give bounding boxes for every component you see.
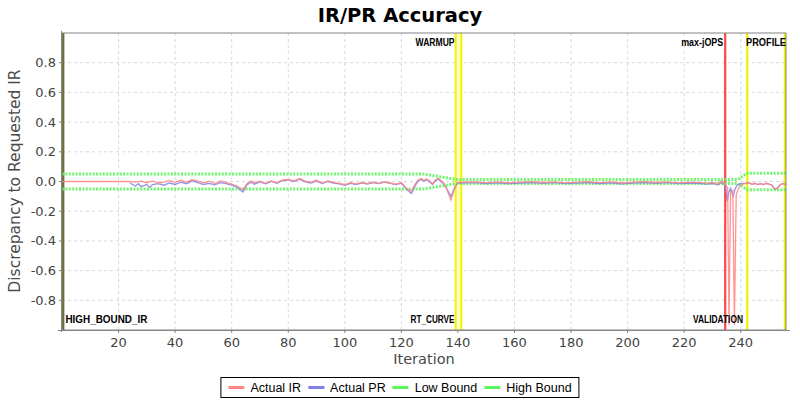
annotation-warmup: WARMUP (416, 36, 455, 48)
annotation-profile: PROFILE (746, 36, 786, 48)
y-tick-label: 0.8 (35, 55, 56, 70)
legend-label: Actual PR (330, 381, 386, 395)
y-tick-label: 0.2 (35, 144, 56, 159)
plot-area: 20 40 60 80 100 120 140 160 180 200 220 240 0.8 0.6 0.… (0, 0, 800, 400)
x-axis-title: Iteration (62, 351, 786, 367)
y-axis-title: Discrepancy to Requested IR (6, 69, 24, 292)
x-tick-label: 40 (167, 335, 184, 350)
y-tick-label: 0.0 (35, 174, 56, 189)
y-tick-label: -0.8 (31, 293, 56, 308)
chart-title: IR/PR Accuracy (0, 4, 800, 27)
y-tick-label: 0.4 (35, 115, 56, 130)
x-tick-label: 100 (332, 335, 357, 350)
legend-swatch (308, 386, 324, 388)
x-tick-label: 80 (280, 335, 297, 350)
x-tick-label: 20 (110, 335, 127, 350)
annotation-rt_curve: RT_CURVE (411, 313, 455, 325)
annotation-max-jops: max-jOPS (681, 36, 723, 48)
x-tick-label: 120 (389, 335, 414, 350)
legend-label: High Bound (506, 381, 571, 395)
x-tick-label: 140 (446, 335, 471, 350)
y-tick-label: -0.2 (31, 204, 56, 219)
legend-label: Low Bound (415, 381, 478, 395)
legend-swatch (228, 386, 244, 388)
series-high-bound (62, 173, 786, 179)
legend-item: Low Bound (393, 381, 478, 395)
legend-item: High Bound (484, 381, 571, 395)
y-tick-label: -0.4 (31, 233, 56, 248)
y-tick-label: -0.6 (31, 263, 56, 278)
annotation-high_bound_ir: HIGH_BOUND_IR (65, 313, 147, 325)
chart: IR/PR Accuracy 2040608010012014016018020… (0, 0, 800, 400)
y-tick-label: 0.6 (35, 85, 56, 100)
legend: Actual IR Actual PR Low Bound High Bound (220, 377, 579, 398)
x-tick-label: 180 (559, 335, 584, 350)
legend-label: Actual IR (250, 381, 301, 395)
series-actual-ir (62, 178, 786, 325)
annotation-validation: VALIDATION (693, 313, 743, 325)
series-low-bound (62, 184, 786, 190)
legend-swatch (393, 386, 409, 388)
legend-swatch (484, 386, 500, 388)
x-tick-label: 60 (223, 335, 240, 350)
legend-item: Actual IR (228, 381, 301, 395)
x-tick-label: 160 (502, 335, 527, 350)
x-tick-label: 220 (672, 335, 697, 350)
x-tick-label: 240 (728, 335, 753, 350)
legend-item: Actual PR (308, 381, 386, 395)
x-tick-label: 200 (615, 335, 640, 350)
